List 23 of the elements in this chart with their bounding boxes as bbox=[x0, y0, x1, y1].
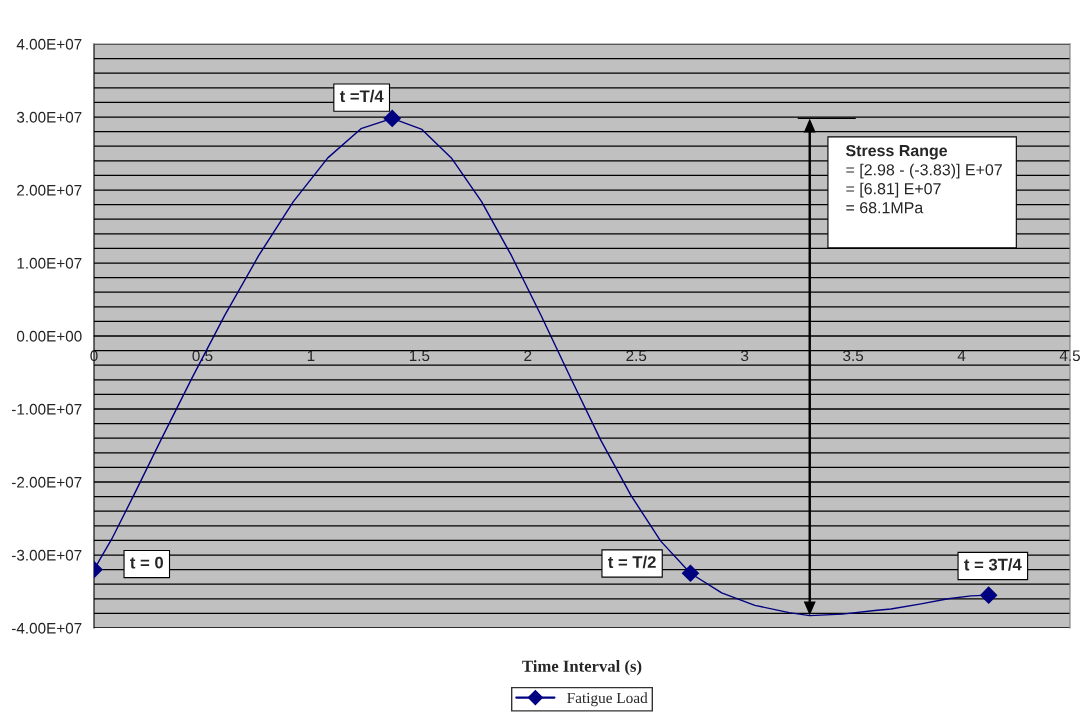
y-tick-label: -3.00E+07 bbox=[11, 549, 82, 561]
point bbox=[980, 586, 998, 604]
x-axis-title: Time Interval (s) bbox=[522, 660, 642, 676]
annotation: = [2.98 - (-3.83)] E+07 = [6.81] E+07 = 68.1MPa bbox=[846, 163, 1002, 214]
x-tick-label: 4.5 bbox=[1059, 350, 1080, 362]
y-tick-label: 1.00E+07 bbox=[17, 257, 82, 269]
y-tick-label: 3.00E+07 bbox=[16, 111, 82, 123]
point bbox=[383, 109, 401, 128]
annotation: t = T/2 bbox=[608, 555, 656, 569]
point bbox=[681, 564, 699, 582]
annotation: t =T/4 bbox=[339, 89, 384, 103]
y-tick-label: 2.00E+07 bbox=[17, 184, 82, 196]
annotation: t = 0 bbox=[130, 556, 163, 569]
x-tick-label: 4 bbox=[957, 350, 966, 361]
legend-label: Fatigue Load bbox=[567, 692, 648, 707]
y-tick-label: 0.00E+00 bbox=[16, 330, 82, 342]
annotation: Stress Range bbox=[845, 144, 948, 160]
x-tick-label: 1 bbox=[307, 350, 315, 361]
y-tick-label: -2.00E+07 bbox=[11, 476, 82, 488]
annotation: t = 3T/4 bbox=[964, 558, 1022, 571]
y-tick-label: -1.00E+07 bbox=[11, 403, 82, 415]
y-tick-label: -4.00E+07 bbox=[11, 622, 82, 634]
y-tick-label: 4.00E+07 bbox=[16, 38, 82, 50]
